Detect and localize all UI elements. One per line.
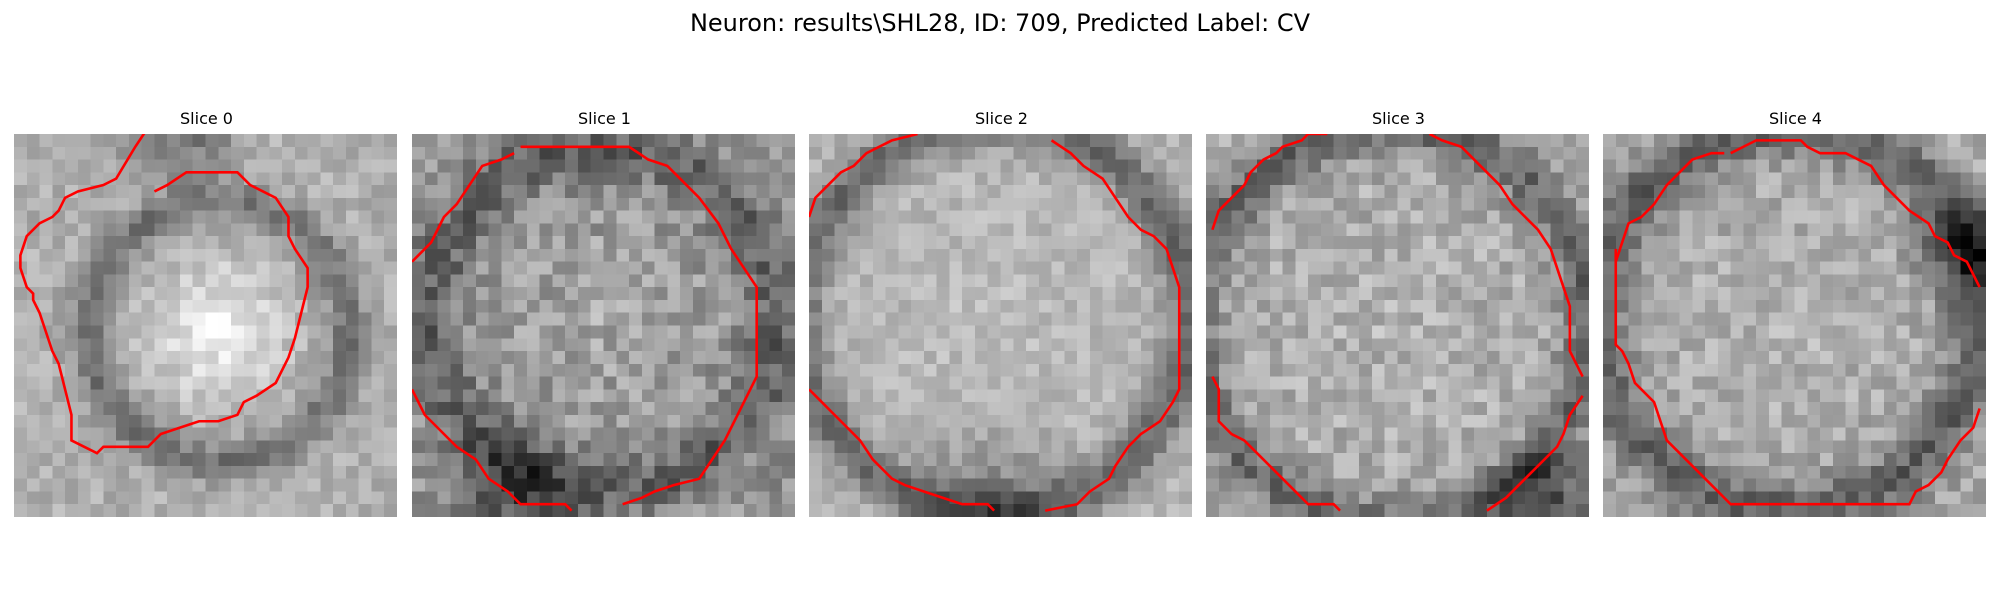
- cell-outline-segment: [1429, 134, 1582, 377]
- cell-outline-segment: [809, 389, 994, 510]
- slice-panel-4: Slice 4: [1603, 108, 1988, 518]
- pixel-grid: [14, 134, 397, 517]
- cell-outline-segment: [1212, 377, 1340, 511]
- slice-title: Slice 0: [180, 109, 233, 128]
- figure-title: Neuron: results\SHL28, ID: 709, Predicte…: [689, 9, 1311, 37]
- slice-image: [412, 134, 795, 517]
- slice-panel-3: Slice 3: [1206, 108, 1591, 518]
- cell-outline-segment: [521, 147, 757, 504]
- cell-outline-segment: [1487, 396, 1583, 511]
- slice-title: Slice 1: [578, 109, 631, 128]
- cell-outline-segment: [1212, 134, 1327, 230]
- slice-panel-2: Slice 2: [809, 108, 1194, 518]
- slice-title: Slice 2: [975, 109, 1028, 128]
- slice-image: [1206, 134, 1589, 517]
- cell-outline-segment: [809, 134, 918, 217]
- slice-image: [1603, 134, 1986, 517]
- slice-image: [809, 134, 1192, 517]
- cell-outline-segment: [20, 134, 307, 453]
- slice-image: [14, 134, 397, 517]
- slice-title: Slice 4: [1769, 109, 1822, 128]
- slice-panel-1: Slice 1: [412, 108, 797, 518]
- slice-panel-0: Slice 0: [14, 108, 399, 518]
- pixel-grid: [412, 134, 795, 517]
- cell-outline-segment: [1731, 140, 1980, 287]
- slice-title: Slice 3: [1372, 109, 1425, 128]
- cell-outline-segment: [1616, 153, 1725, 262]
- cell-outline-segment: [412, 389, 572, 510]
- pixel-grid: [809, 134, 1192, 517]
- pixel-grid: [1603, 134, 1986, 517]
- cell-outline-segment: [1616, 249, 1980, 504]
- cell-outline-segment: [412, 153, 514, 262]
- cell-outline-segment: [1045, 140, 1179, 510]
